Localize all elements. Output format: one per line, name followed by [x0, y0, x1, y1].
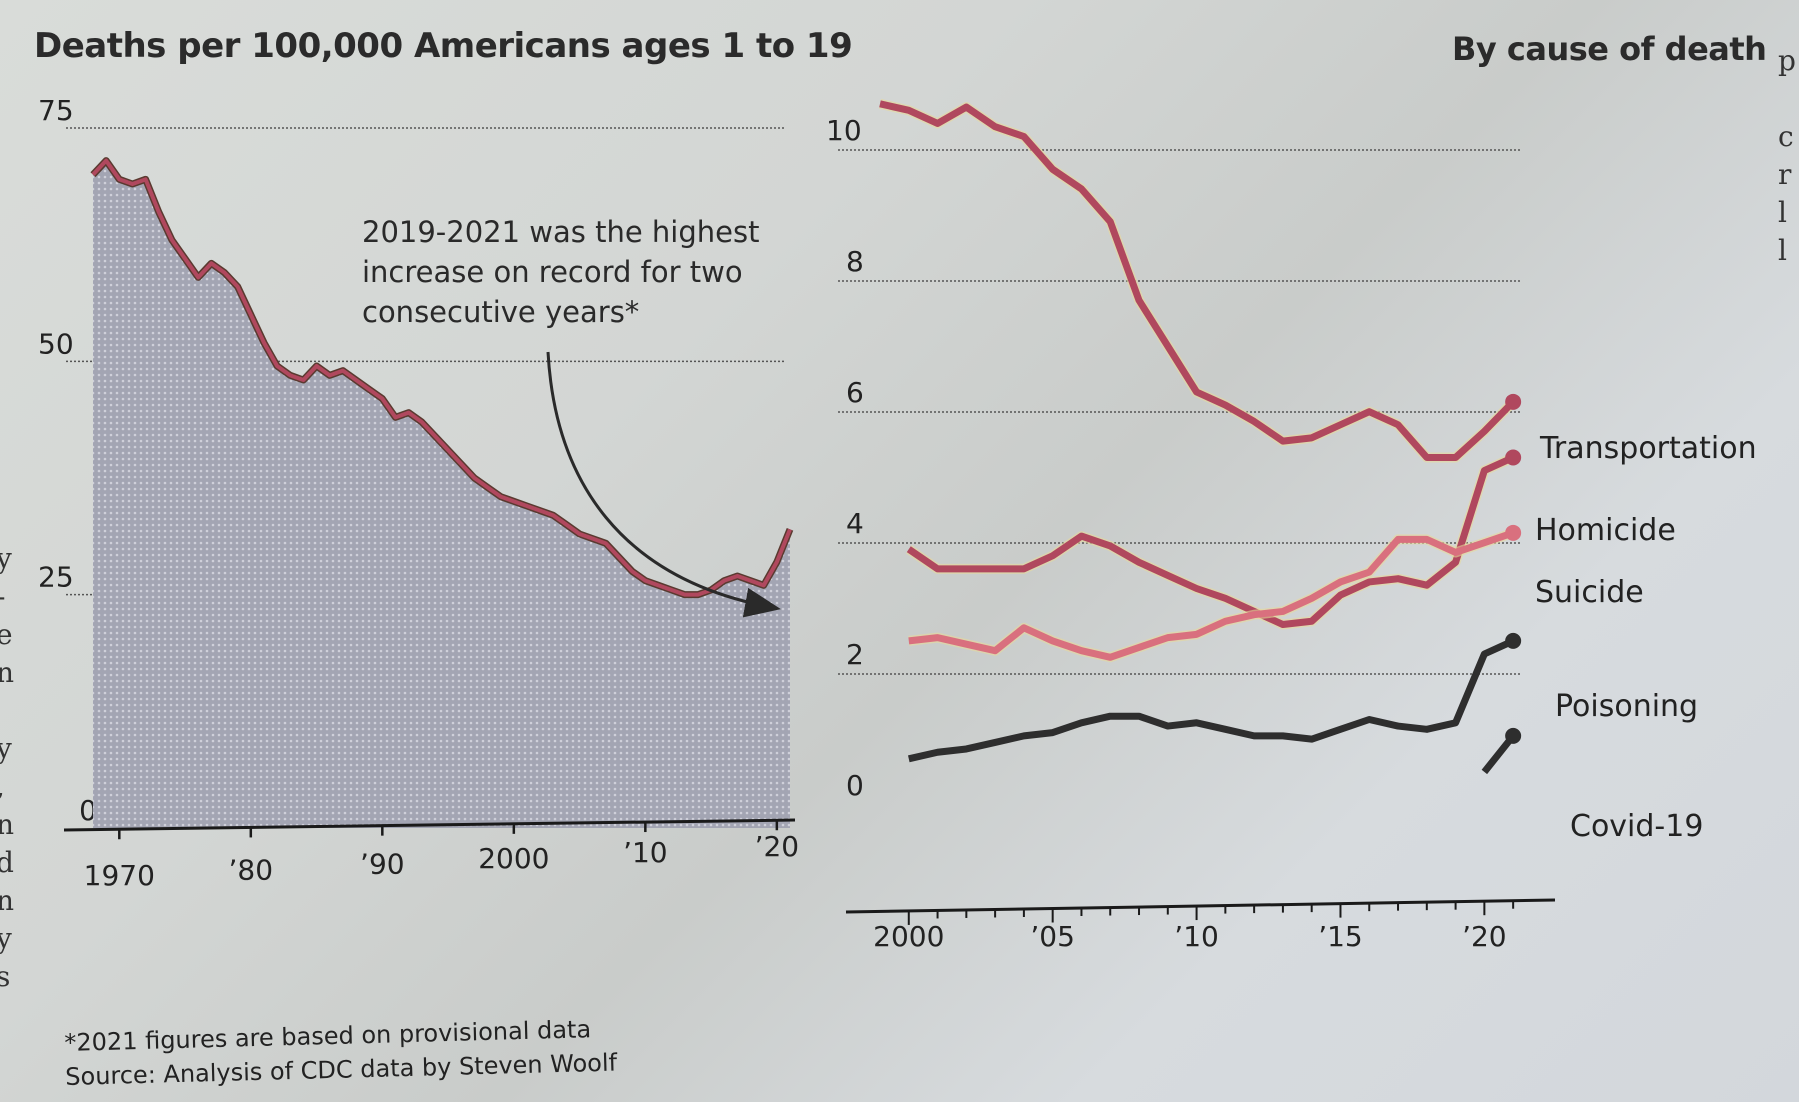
series-endpoint-transportation — [1505, 393, 1522, 410]
y-tick-label: 50 — [38, 327, 74, 360]
x-tick-label: ’20 — [755, 830, 800, 863]
series-line-homicide — [906, 454, 1515, 629]
series-endpoint-suicide — [1505, 524, 1522, 541]
adjacent-text-fragment: s — [0, 960, 11, 993]
series-endpoint-poisoning — [1505, 632, 1522, 649]
series-line-poisoning — [908, 637, 1515, 763]
adjacent-text-fragment: n — [0, 808, 15, 841]
series-label-homicide: Homicide — [1535, 513, 1676, 548]
y-tick-label: 2 — [846, 638, 864, 671]
annotation-line: increase on record for two — [362, 255, 743, 289]
series-endpoint-homicide — [1505, 449, 1522, 466]
adjacent-text-fragment: y — [0, 542, 12, 575]
adjacent-text-fragment: n — [0, 884, 15, 917]
series-label-poisoning: Poisoning — [1555, 689, 1698, 724]
y-tick-label: 25 — [38, 561, 74, 594]
x-tick-label: ’10 — [1174, 920, 1219, 953]
adjacent-text-fragment: r — [1778, 158, 1792, 191]
series-label-suicide: Suicide — [1535, 575, 1644, 610]
adjacent-text-fragment: p — [1778, 44, 1796, 77]
series-label-transportation: Transportation — [1539, 431, 1757, 466]
x-tick-label: 2000 — [873, 920, 944, 953]
right-panel-title: By cause of death — [1452, 30, 1767, 68]
adjacent-text-fragment: y — [0, 732, 12, 765]
series-line-suicide — [908, 529, 1515, 661]
series-endpoint-covid-19 — [1505, 727, 1522, 744]
x-axis — [63, 818, 796, 832]
adjacent-text-fragment: c — [1778, 120, 1794, 153]
y-tick-label: 10 — [826, 114, 862, 147]
x-tick-label: ’15 — [1318, 920, 1363, 953]
adjacent-text-fragment: d — [0, 846, 14, 879]
chart-title: Deaths per 100,000 Americans ages 1 to 1… — [34, 26, 853, 66]
y-tick-label: 0 — [79, 794, 97, 827]
x-tick-label: ’05 — [1030, 920, 1075, 953]
annotation-arrow — [546, 351, 781, 618]
annotation-line: consecutive years* — [362, 295, 640, 329]
y-tick-label: 6 — [846, 376, 864, 409]
adjacent-text-fragment: - — [0, 578, 14, 616]
x-axis — [845, 898, 1556, 914]
right-line-chart: 0 2 4 6 8 10 2000 ’05 ’10 ’15 ’20 Transportation Hom… — [826, 98, 1757, 953]
annotation-line: 2019-2021 was the highest — [362, 215, 760, 249]
adjacent-text-fragment: e — [0, 618, 13, 651]
y-tick-label: 75 — [38, 94, 74, 127]
adjacent-text-fragment: y — [0, 922, 12, 955]
series-line — [91, 158, 792, 597]
x-tick-label: ’90 — [360, 848, 405, 881]
x-tick-label: 2000 — [478, 842, 549, 875]
series-label-covid-19: Covid-19 — [1570, 809, 1703, 844]
y-tick-label: 0 — [846, 769, 864, 802]
annotation-text: 2019-2021 was the highest increase on re… — [362, 212, 759, 332]
x-tick-label: 1970 — [84, 859, 155, 892]
x-tick-label: ’20 — [1462, 920, 1507, 953]
adjacent-text-fragment: l — [1778, 234, 1787, 267]
x-tick-label: ’10 — [623, 836, 668, 869]
y-tick-label: 8 — [846, 245, 864, 278]
adjacent-text-fragment: , — [0, 768, 14, 806]
left-area-chart: 0 25 50 75 1970 ’80 ’90 2000 ’10 ’20 — [38, 94, 799, 892]
x-tick-label: ’80 — [229, 853, 274, 886]
area-fill — [93, 160, 790, 828]
adjacent-text-fragment: l — [1778, 196, 1787, 229]
series-line-transportation — [879, 100, 1516, 461]
y-tick-label: 4 — [846, 507, 864, 540]
adjacent-text-fragment: n — [0, 656, 15, 689]
footnote: *2021 figures are based on provisional d… — [64, 1012, 617, 1094]
